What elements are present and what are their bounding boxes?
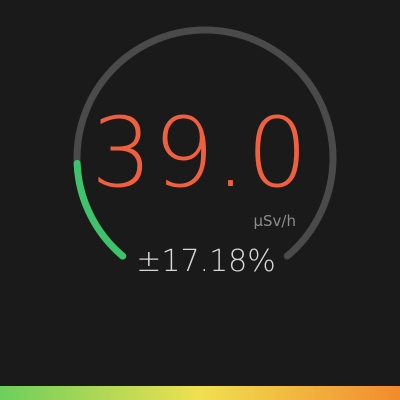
- gauge-fill: [73, 159, 127, 260]
- dose-rate-uncertainty: ±17.18%: [136, 244, 276, 279]
- dose-level-gradient-bar: [0, 386, 400, 400]
- dose-rate-value: 39.0: [91, 97, 309, 209]
- dose-rate-unit: µSv/h: [253, 212, 296, 230]
